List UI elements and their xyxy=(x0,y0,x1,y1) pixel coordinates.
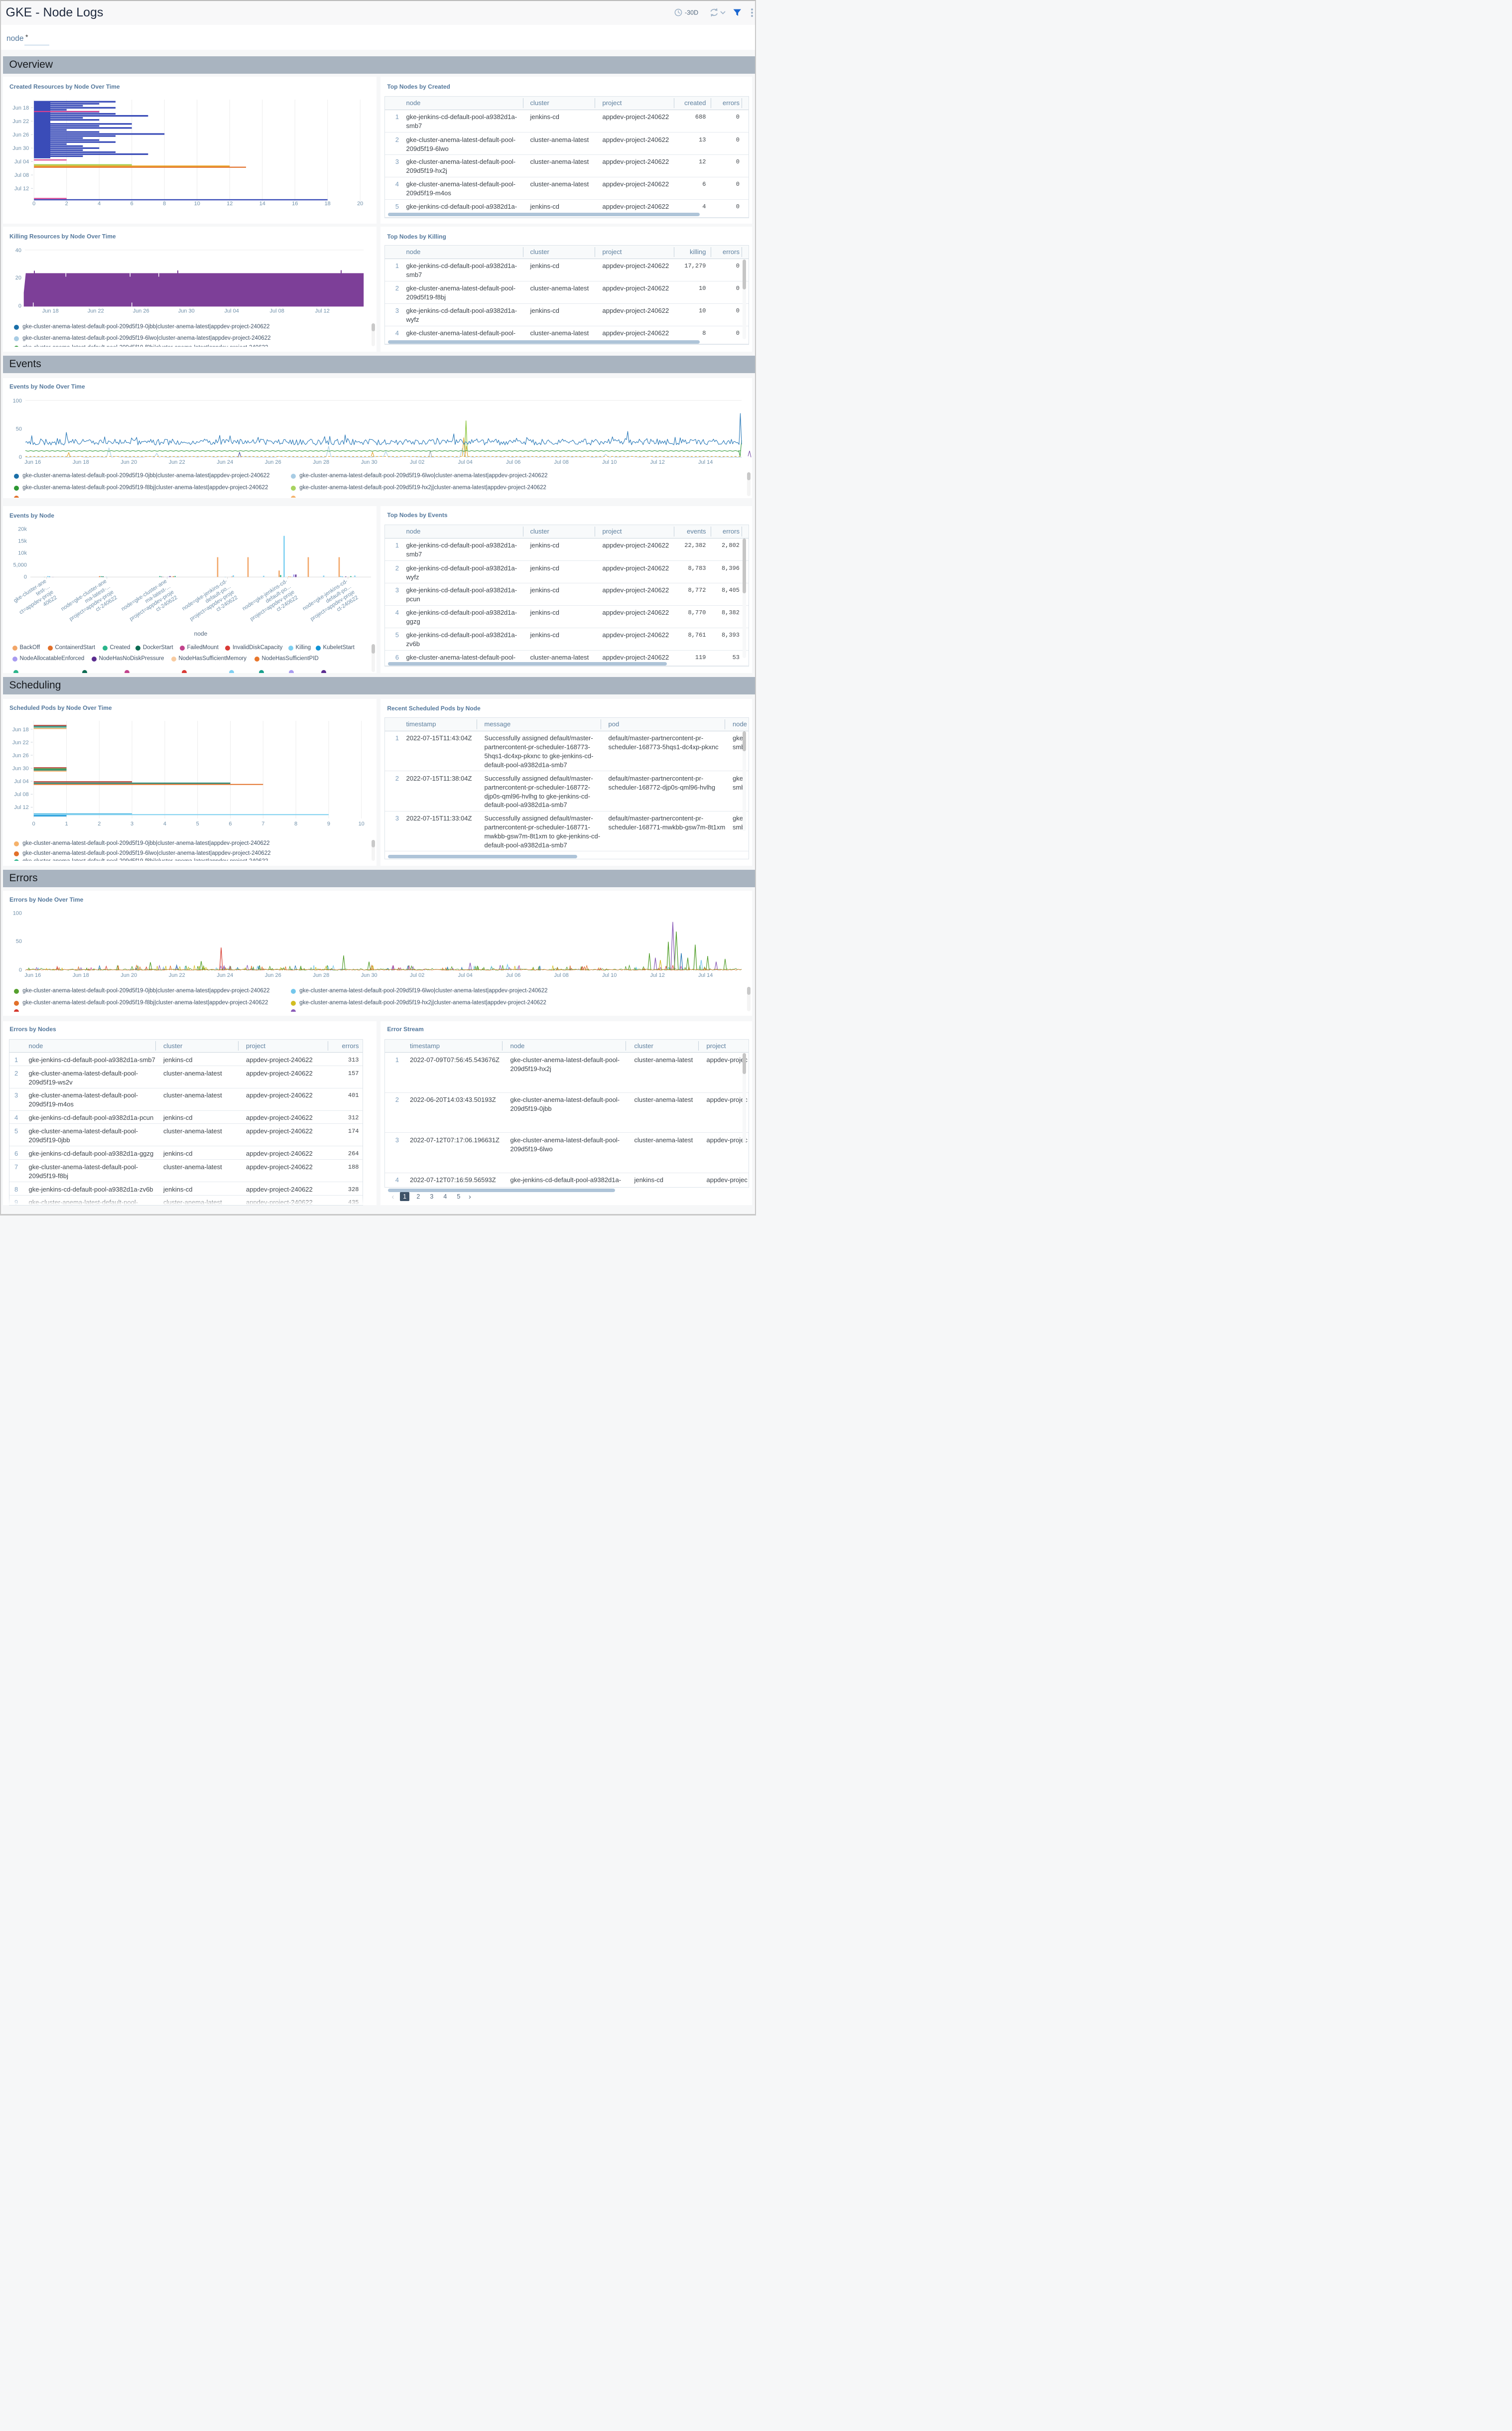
svg-text:0: 0 xyxy=(19,454,22,460)
svg-text:1: 1 xyxy=(65,821,68,827)
svg-text:Jul 12: Jul 12 xyxy=(650,972,665,978)
svg-text:Jun 28: Jun 28 xyxy=(313,459,329,465)
svg-text:Jul 12: Jul 12 xyxy=(14,186,29,192)
svg-text:0: 0 xyxy=(32,201,35,207)
svg-text:Scheduled Pods by Node Over Ti: Scheduled Pods by Node Over Time xyxy=(9,704,112,711)
svg-text:8: 8 xyxy=(294,821,297,827)
svg-text:14: 14 xyxy=(259,201,265,207)
svg-text:Jun 30: Jun 30 xyxy=(13,145,29,151)
svg-text:Jun 22: Jun 22 xyxy=(88,308,104,314)
svg-text:Jun 22: Jun 22 xyxy=(169,459,185,465)
svg-text:10: 10 xyxy=(359,821,365,827)
svg-text:Jun 22: Jun 22 xyxy=(13,119,29,125)
svg-text:Errors by Node Over Time: Errors by Node Over Time xyxy=(9,896,84,903)
svg-text:Jul 12: Jul 12 xyxy=(14,805,29,810)
svg-text:Jun 30: Jun 30 xyxy=(12,766,29,772)
svg-text:Jul 08: Jul 08 xyxy=(270,308,284,314)
svg-text:3: 3 xyxy=(130,821,133,827)
svg-text:Jul 04: Jul 04 xyxy=(458,459,473,465)
svg-text:Jun 18: Jun 18 xyxy=(73,972,89,978)
svg-text:Jul 10: Jul 10 xyxy=(602,972,617,978)
svg-text:Jul 04: Jul 04 xyxy=(225,308,239,314)
svg-text:40: 40 xyxy=(15,247,21,253)
svg-text:0: 0 xyxy=(24,574,27,580)
svg-text:100: 100 xyxy=(13,398,22,404)
svg-text:Events by Node Over Time: Events by Node Over Time xyxy=(9,383,85,390)
svg-text:5,000: 5,000 xyxy=(13,562,27,568)
svg-text:Jul 08: Jul 08 xyxy=(14,792,29,798)
svg-text:Jun 26: Jun 26 xyxy=(12,753,29,759)
svg-text:16: 16 xyxy=(292,201,298,207)
svg-text:4: 4 xyxy=(98,201,101,207)
svg-text:Jun 26: Jun 26 xyxy=(13,132,29,138)
svg-text:15k: 15k xyxy=(18,538,27,544)
svg-text:0: 0 xyxy=(32,821,35,827)
svg-text:Jul 08: Jul 08 xyxy=(14,172,29,178)
svg-text:20: 20 xyxy=(15,274,21,280)
svg-text:Jun 24: Jun 24 xyxy=(217,459,234,465)
svg-text:Events by Node: Events by Node xyxy=(9,512,54,519)
svg-text:Jun 26: Jun 26 xyxy=(265,459,281,465)
svg-text:node: node xyxy=(194,630,208,637)
svg-text:2: 2 xyxy=(65,201,68,207)
svg-text:Jun 26: Jun 26 xyxy=(265,972,281,978)
svg-text:Created Resources by Node Over: Created Resources by Node Over Time xyxy=(9,83,120,90)
svg-text:Jul 04: Jul 04 xyxy=(14,779,29,785)
svg-text:Jul 04: Jul 04 xyxy=(458,972,473,978)
svg-text:Jul 06: Jul 06 xyxy=(506,459,520,465)
svg-text:Jun 22: Jun 22 xyxy=(12,740,29,746)
svg-text:8: 8 xyxy=(163,201,166,207)
svg-text:20: 20 xyxy=(357,201,363,207)
svg-text:10: 10 xyxy=(194,201,200,207)
svg-text:Jun 18: Jun 18 xyxy=(42,308,59,314)
svg-text:Jul 10: Jul 10 xyxy=(602,459,617,465)
svg-text:Jul 12: Jul 12 xyxy=(650,459,665,465)
svg-text:Jul 06: Jul 06 xyxy=(506,972,520,978)
svg-text:Jul 02: Jul 02 xyxy=(410,972,424,978)
svg-text:50: 50 xyxy=(16,426,22,432)
svg-text:Jun 28: Jun 28 xyxy=(313,972,330,978)
svg-text:5: 5 xyxy=(196,821,199,827)
svg-text:Jun 30: Jun 30 xyxy=(361,459,378,465)
svg-text:4: 4 xyxy=(163,821,166,827)
svg-text:2: 2 xyxy=(98,821,101,827)
svg-text:Jun 26: Jun 26 xyxy=(133,308,149,314)
svg-text:Jun 30: Jun 30 xyxy=(178,308,195,314)
svg-text:Jul 04: Jul 04 xyxy=(14,159,29,165)
svg-text:50: 50 xyxy=(16,939,22,945)
svg-text:Jun 20: Jun 20 xyxy=(121,459,137,465)
svg-text:6: 6 xyxy=(130,201,133,207)
svg-text:20k: 20k xyxy=(18,526,27,532)
svg-text:7: 7 xyxy=(262,821,265,827)
svg-text:Jul 02: Jul 02 xyxy=(410,459,424,465)
svg-text:10k: 10k xyxy=(18,550,27,556)
svg-text:Jun 18: Jun 18 xyxy=(12,727,29,733)
svg-text:Jun 16: Jun 16 xyxy=(25,972,41,978)
svg-text:Jul 08: Jul 08 xyxy=(554,459,569,465)
svg-text:Jun 16: Jun 16 xyxy=(25,459,41,465)
svg-text:6: 6 xyxy=(229,821,232,827)
svg-text:Jul 14: Jul 14 xyxy=(698,459,713,465)
svg-text:Jun 22: Jun 22 xyxy=(169,972,185,978)
svg-text:-30D: -30D xyxy=(685,9,698,16)
svg-text:Killing Resources by Node Over: Killing Resources by Node Over Time xyxy=(9,233,116,240)
svg-text:Jun 18: Jun 18 xyxy=(13,105,29,111)
svg-text:Jul 08: Jul 08 xyxy=(554,972,569,978)
svg-text:Jun 30: Jun 30 xyxy=(361,972,378,978)
svg-text:9: 9 xyxy=(327,821,330,827)
svg-text:18: 18 xyxy=(325,201,331,207)
svg-text:0: 0 xyxy=(19,967,22,973)
svg-text:Jul 14: Jul 14 xyxy=(698,972,713,978)
svg-text:0: 0 xyxy=(18,303,21,309)
svg-text:100: 100 xyxy=(13,911,22,917)
svg-text:Jun 18: Jun 18 xyxy=(73,459,89,465)
svg-text:Jun 24: Jun 24 xyxy=(217,972,234,978)
svg-text:Jun 20: Jun 20 xyxy=(121,972,137,978)
svg-text:12: 12 xyxy=(227,201,233,207)
svg-text:Jul 12: Jul 12 xyxy=(315,308,330,314)
